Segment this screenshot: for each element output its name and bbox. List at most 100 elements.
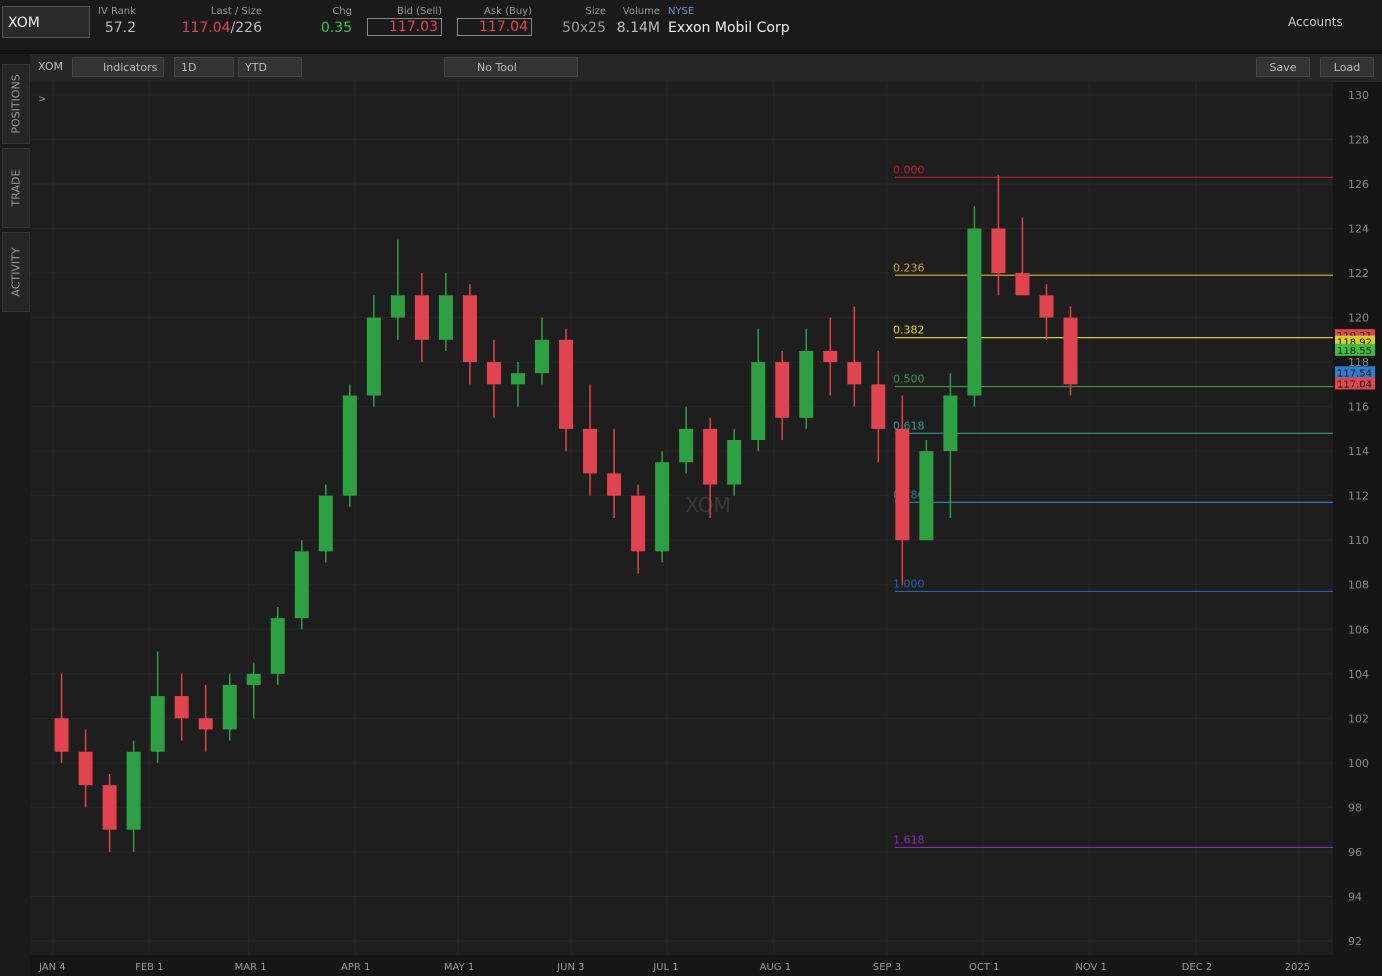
load[interactable]: Load xyxy=(1320,57,1374,77)
field-label: Size xyxy=(585,6,606,17)
tool[interactable]: No Tool xyxy=(444,57,578,77)
candle-body xyxy=(126,751,141,830)
candle-body xyxy=(222,684,237,730)
y-tick-label: 118 xyxy=(1348,356,1369,369)
fib-label: 0.500 xyxy=(893,373,925,386)
y-tick-label: 122 xyxy=(1348,267,1369,280)
y-tick-label: 130 xyxy=(1348,89,1369,102)
x-tick-label: SEP 3 xyxy=(873,962,901,973)
x-tick-label: 2025 xyxy=(1285,962,1310,973)
tab[interactable]: ACTIVITY xyxy=(2,232,30,312)
fib-label: 1.000 xyxy=(893,577,925,590)
candle-body xyxy=(414,295,429,340)
y-tick-label: 110 xyxy=(1348,534,1369,547)
candle-body xyxy=(102,785,117,830)
field-label: Bid (Sell) xyxy=(396,6,442,17)
field: Bid (Sell) 117.03 xyxy=(367,6,442,36)
y-tick-label: 94 xyxy=(1348,890,1362,903)
y-tick-label: 120 xyxy=(1348,312,1369,325)
fib-label: 0.236 xyxy=(893,261,925,274)
indicators[interactable]: Indicators xyxy=(72,57,164,77)
field-value: 0.35 xyxy=(321,20,352,36)
field: IV Rank 57.2 xyxy=(98,6,136,36)
candle-body xyxy=(246,673,261,685)
x-tick-label: MAY 1 xyxy=(444,962,474,973)
y-tick-label: 92 xyxy=(1348,935,1362,948)
tab[interactable]: POSITIONS xyxy=(2,64,30,144)
field: Size 50x25 xyxy=(562,6,606,36)
field: Last / Size 117.04/226 xyxy=(182,6,262,36)
candle-body xyxy=(607,473,622,496)
y-tick-label: 100 xyxy=(1348,757,1369,770)
x-tick-label: DEC 2 xyxy=(1182,962,1213,973)
y-tick-label: 112 xyxy=(1348,490,1369,503)
y-tick-label: 116 xyxy=(1348,401,1369,414)
aggregation[interactable]: 1D xyxy=(174,57,234,77)
candle-body xyxy=(78,751,93,786)
candle-body xyxy=(799,350,814,418)
range[interactable]: YTD xyxy=(238,57,302,77)
chart: > XOM 92 94 96 98 100 102 104 106 108 110 112 114 11… xyxy=(30,82,1382,976)
fib-label: 0.000 xyxy=(893,163,925,176)
field-value: 50x25 xyxy=(562,20,606,36)
candle-body xyxy=(775,362,790,418)
company: Exxon Mobil Corp xyxy=(668,20,790,36)
candle-body xyxy=(823,350,838,363)
accounts[interactable]: Accounts xyxy=(1288,15,1343,29)
price-tag xyxy=(1335,343,1375,356)
candle-body xyxy=(1063,317,1078,385)
y-tick-label: 96 xyxy=(1348,846,1362,859)
candle-body xyxy=(462,295,477,363)
field: Chg 0.35 xyxy=(321,6,352,36)
price-tag-label: 118.92 xyxy=(1337,338,1372,349)
value: 117.04 xyxy=(181,20,231,36)
x-tick-label: JUL 1 xyxy=(652,962,678,973)
expand[interactable]: > xyxy=(38,94,46,105)
candle-body xyxy=(655,462,670,552)
field-label: Volume xyxy=(622,6,660,17)
price-tag-label: 117.54 xyxy=(1337,368,1372,379)
candle-body xyxy=(198,718,213,730)
header: XOM IV Rank 57.2 Last / Size 117.04/226 Chg 0… xyxy=(0,0,1382,50)
x-tick-label: FEB 1 xyxy=(135,962,163,973)
y-tick-label: 128 xyxy=(1348,133,1369,146)
x-tick-label: OCT 1 xyxy=(969,962,1000,973)
field-value: 117.04 xyxy=(457,18,532,36)
candle-body xyxy=(703,428,718,485)
candle-body xyxy=(583,428,598,474)
candle-body xyxy=(991,228,1006,274)
candle-body xyxy=(366,317,381,396)
candle-body xyxy=(390,295,405,318)
field-value: 8.14M xyxy=(617,20,660,36)
symbol: XOM xyxy=(38,60,63,73)
candle-body xyxy=(486,362,501,385)
candle-body xyxy=(943,395,958,452)
field-label: Chg xyxy=(332,6,352,17)
candle-body xyxy=(751,362,766,441)
y-tick-label: 106 xyxy=(1348,623,1369,636)
candle-body xyxy=(270,618,285,674)
symbol-search[interactable]: XOM xyxy=(2,6,90,38)
x-tick-label: JAN 4 xyxy=(38,962,66,973)
candle-body xyxy=(438,295,453,340)
sidebar: POSITIONS TRADE ACTIVITY xyxy=(0,54,30,976)
field-value: 117.04/226 xyxy=(182,20,262,36)
candle-body xyxy=(895,428,910,541)
axis-bg xyxy=(30,955,1333,976)
save[interactable]: Save xyxy=(1256,57,1310,77)
candle-body xyxy=(847,362,862,385)
tab[interactable]: TRADE xyxy=(2,148,30,228)
watermark: XOM xyxy=(685,493,730,517)
x-tick-label: APR 1 xyxy=(341,962,370,973)
candle-body xyxy=(679,428,694,463)
candle-body xyxy=(727,440,742,485)
candle-body xyxy=(318,495,333,552)
exchange: NYSE xyxy=(668,6,695,17)
value: 117.03 xyxy=(389,19,438,35)
value: 57.2 xyxy=(104,20,136,36)
field-value: 57.2 xyxy=(98,20,136,36)
toolbar: XOM Indicators 1D YTD No Tool Save Load xyxy=(30,54,1382,82)
candle-body xyxy=(559,339,574,429)
x-tick-label: JUN 3 xyxy=(556,962,584,973)
